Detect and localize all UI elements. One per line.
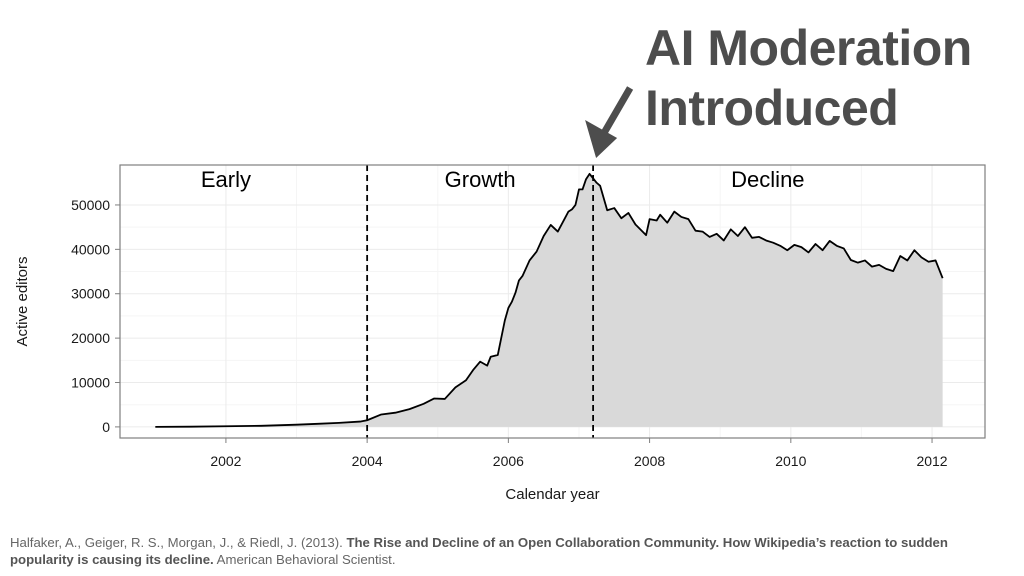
annotation-line-1: AI Moderation	[645, 20, 972, 76]
x-tick-label: 2012	[916, 453, 947, 469]
citation-authors: Halfaker, A., Geiger, R. S., Morgan, J.,…	[10, 535, 343, 550]
phase-dividers	[366, 165, 595, 438]
phase-label-decline: Decline	[731, 167, 804, 192]
phase-label-growth: Growth	[445, 167, 516, 192]
x-tick-label: 2002	[210, 453, 241, 469]
plot-panel-border	[119, 164, 986, 439]
y-tick-label: 40000	[71, 241, 110, 257]
y-tick-label: 20000	[71, 330, 110, 346]
citation-title: The Rise and Decline of an Open Collabor…	[10, 535, 948, 567]
y-tick-label: 50000	[71, 197, 110, 213]
active-editors-area	[155, 173, 943, 427]
y-tick-label: 10000	[71, 375, 110, 391]
annotation-title: AI Moderation Introduced	[645, 18, 972, 138]
x-axis-ticks: 2002 2004 2006 2008 2010 2012	[210, 438, 948, 469]
arrow-head	[585, 120, 618, 158]
x-tick-label: 2004	[352, 453, 383, 469]
citation: Halfaker, A., Geiger, R. S., Morgan, J.,…	[10, 534, 1015, 568]
annotation-line-2: Introduced	[645, 80, 899, 136]
active-editors-line	[155, 172, 944, 428]
y-tick-label: 0	[102, 419, 110, 435]
y-axis-ticks: 0 10000 20000 30000 40000 50000	[71, 197, 120, 435]
y-tick-label: 30000	[71, 286, 110, 302]
x-tick-label: 2008	[634, 453, 665, 469]
y-axis-title: Active editors	[14, 256, 31, 346]
x-tick-label: 2010	[775, 453, 806, 469]
arrow-shaft	[598, 86, 634, 140]
phase-label-early: Early	[201, 167, 251, 192]
x-axis-title: Calendar year	[505, 486, 599, 503]
phase-labels: Early Growth Decline	[201, 167, 805, 192]
x-tick-label: 2006	[493, 453, 524, 469]
citation-journal: American Behavioral Scientist.	[216, 552, 396, 567]
annotation-arrow	[585, 86, 634, 158]
